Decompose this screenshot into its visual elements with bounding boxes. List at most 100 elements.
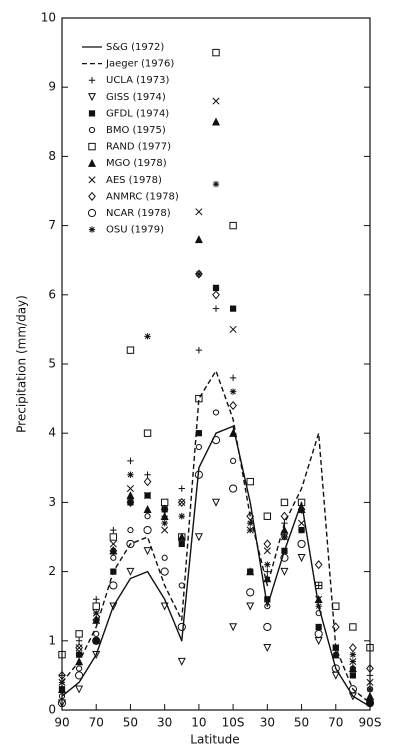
marker <box>212 97 220 105</box>
marker <box>75 644 83 652</box>
x-tick-label: 10 <box>191 716 206 730</box>
marker <box>143 429 152 437</box>
marker <box>58 693 66 700</box>
marker <box>160 511 169 520</box>
legend-label: OSU (1979) <box>106 225 164 236</box>
marker <box>75 651 83 658</box>
y-tick-label: 4 <box>48 426 56 440</box>
marker <box>93 596 100 603</box>
x-tick-label: 50 <box>123 716 138 730</box>
marker <box>88 126 96 134</box>
marker <box>349 651 357 658</box>
marker <box>127 457 134 465</box>
marker <box>229 221 237 230</box>
marker <box>263 622 272 632</box>
marker <box>177 532 186 541</box>
marker <box>177 497 186 507</box>
marker <box>93 630 100 637</box>
marker <box>263 512 272 520</box>
marker <box>160 498 169 507</box>
legend-label: AES (1978) <box>106 175 162 186</box>
marker <box>280 553 289 562</box>
marker <box>246 567 255 576</box>
marker <box>88 142 96 151</box>
y-tick-label: 9 <box>48 80 56 94</box>
marker <box>160 567 169 576</box>
marker <box>127 526 134 534</box>
marker <box>348 685 357 694</box>
marker <box>298 526 305 534</box>
legend-label: Jaeger (1976) <box>105 59 174 70</box>
marker <box>212 290 220 300</box>
marker <box>75 657 84 666</box>
marker <box>315 582 322 589</box>
legend-label: RAND (1977) <box>106 142 171 153</box>
marker <box>297 554 306 563</box>
marker <box>315 603 322 610</box>
marker <box>88 226 96 233</box>
marker <box>178 513 185 520</box>
marker <box>349 658 357 666</box>
marker <box>331 664 340 673</box>
marker <box>314 629 323 638</box>
marker <box>126 567 135 576</box>
x-tick-label: 70 <box>328 716 343 730</box>
marker <box>144 471 151 478</box>
marker <box>230 457 237 464</box>
legend-label: MGO (1978) <box>106 158 167 169</box>
x-tick-label: 10S <box>222 716 245 730</box>
marker <box>366 699 374 707</box>
y-tick-label: 6 <box>48 287 56 301</box>
y-axis-label: Precipitation (mm/day) <box>15 295 29 433</box>
marker <box>366 663 374 674</box>
marker <box>314 581 323 590</box>
marker <box>57 698 67 708</box>
x-tick-label: 90S <box>359 716 382 730</box>
marker <box>297 539 306 549</box>
marker <box>178 582 185 589</box>
marker <box>143 547 152 556</box>
marker <box>349 623 357 631</box>
x-tick-label: 50 <box>294 716 309 730</box>
x-tick-label: 70 <box>89 716 104 730</box>
marker <box>58 679 66 686</box>
legend-label: ANMRC (1978) <box>106 191 179 202</box>
marker <box>314 560 323 570</box>
marker <box>280 525 289 534</box>
marker <box>110 554 117 561</box>
marker <box>126 497 135 507</box>
marker <box>178 498 186 506</box>
marker <box>315 610 322 617</box>
marker <box>160 504 169 514</box>
marker <box>366 678 374 686</box>
marker <box>229 623 238 632</box>
marker <box>332 644 339 651</box>
legend-label: UCLA (1973) <box>106 75 169 86</box>
marker <box>109 540 117 548</box>
y-tick-label: 2 <box>48 564 56 578</box>
marker <box>177 657 186 666</box>
marker <box>109 602 118 611</box>
y-tick-label: 5 <box>48 357 56 371</box>
marker <box>88 191 96 201</box>
marker <box>246 602 255 611</box>
marker <box>246 588 255 597</box>
marker <box>331 622 340 632</box>
marker <box>264 568 271 575</box>
marker <box>87 158 97 167</box>
marker <box>212 409 220 416</box>
marker <box>76 665 83 672</box>
marker <box>88 176 96 184</box>
marker <box>298 519 306 527</box>
x-tick-label: 30 <box>260 716 275 730</box>
legend-label: BMO (1975) <box>106 125 166 136</box>
marker <box>281 519 288 527</box>
marker <box>195 346 203 354</box>
line-series <box>61 370 371 704</box>
marker <box>92 602 100 610</box>
x-tick-label: 90 <box>54 716 69 730</box>
marker <box>281 547 288 554</box>
legend-label: NCAR (1978) <box>106 208 171 219</box>
marker <box>144 491 152 500</box>
marker <box>229 400 237 411</box>
